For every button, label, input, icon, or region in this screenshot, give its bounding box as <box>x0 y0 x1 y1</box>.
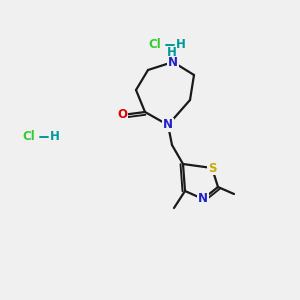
Text: Cl: Cl <box>22 130 35 143</box>
Text: O: O <box>117 109 127 122</box>
Text: N: N <box>163 118 173 131</box>
Text: N: N <box>168 56 178 68</box>
Text: Cl: Cl <box>148 38 161 52</box>
Text: N: N <box>198 193 208 206</box>
Text: S: S <box>208 161 216 175</box>
Text: H: H <box>167 46 177 59</box>
Text: H: H <box>176 38 186 52</box>
Text: H: H <box>50 130 60 143</box>
